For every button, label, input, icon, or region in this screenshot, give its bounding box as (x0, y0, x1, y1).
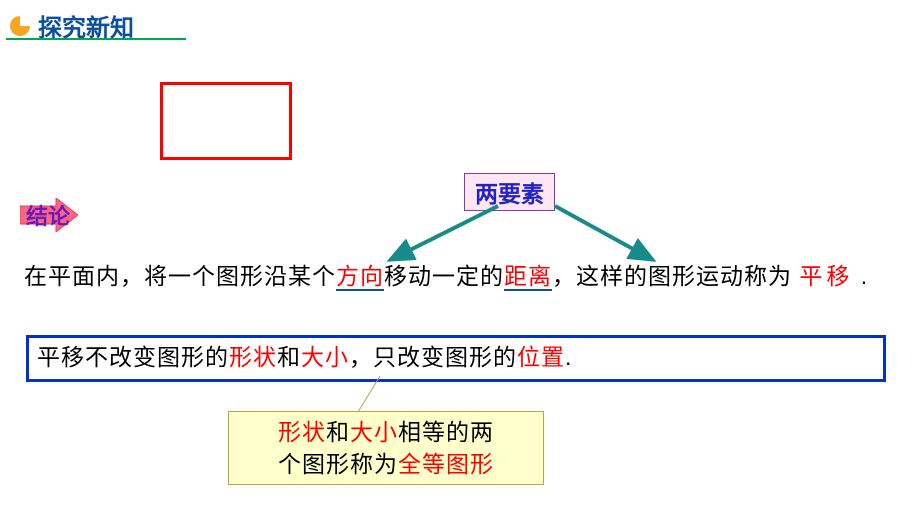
congruent-box: 形状和大小相等的两 个图形称为全等图形 (228, 411, 544, 485)
def-pre1: 在平面内，将一个图形沿某个 (24, 263, 336, 289)
definition-paragraph: 在平面内，将一个图形沿某个方向移动一定的距离，这样的图形运动称为 平移 . (24, 260, 896, 293)
prop-t4: . (565, 344, 572, 370)
def-tail1: . (853, 263, 868, 289)
keyword-translation: 平移 (799, 263, 853, 289)
keyword-shape: 形状 (229, 344, 277, 370)
conclusion-arrow: 结论 (20, 198, 70, 232)
cong-size: 大小 (350, 419, 398, 445)
conclusion-label: 结论 (26, 199, 70, 231)
connector-line (350, 376, 390, 414)
def-mid1: 移动一定的 (384, 263, 504, 289)
pacman-icon (8, 14, 32, 38)
congruent-line2: 个图形称为全等图形 (239, 448, 533, 480)
property-box: 平移不改变图形的形状和大小，只改变图形的位置. (26, 335, 886, 382)
keyword-direction: 方向 (336, 263, 384, 291)
red-rectangle (160, 82, 292, 160)
def-post1: ，这样的图形运动称为 (552, 263, 799, 289)
keyword-size: 大小 (301, 344, 349, 370)
cong-l2b: 全等图形 (398, 451, 494, 477)
cong-and: 和 (326, 419, 350, 445)
keyword-distance: 距离 (504, 263, 552, 291)
cong-shape: 形状 (278, 419, 326, 445)
keyword-position: 位置 (517, 344, 565, 370)
prop-t3: ，只改变图形的 (349, 344, 517, 370)
cong-l1d: 相等的两 (398, 419, 494, 445)
prop-t2: 和 (277, 344, 301, 370)
prop-t1: 平移不改变图形的 (37, 344, 229, 370)
header-underline (6, 38, 186, 40)
congruent-line1: 形状和大小相等的两 (239, 416, 533, 448)
cong-l2a: 个图形称为 (278, 451, 398, 477)
